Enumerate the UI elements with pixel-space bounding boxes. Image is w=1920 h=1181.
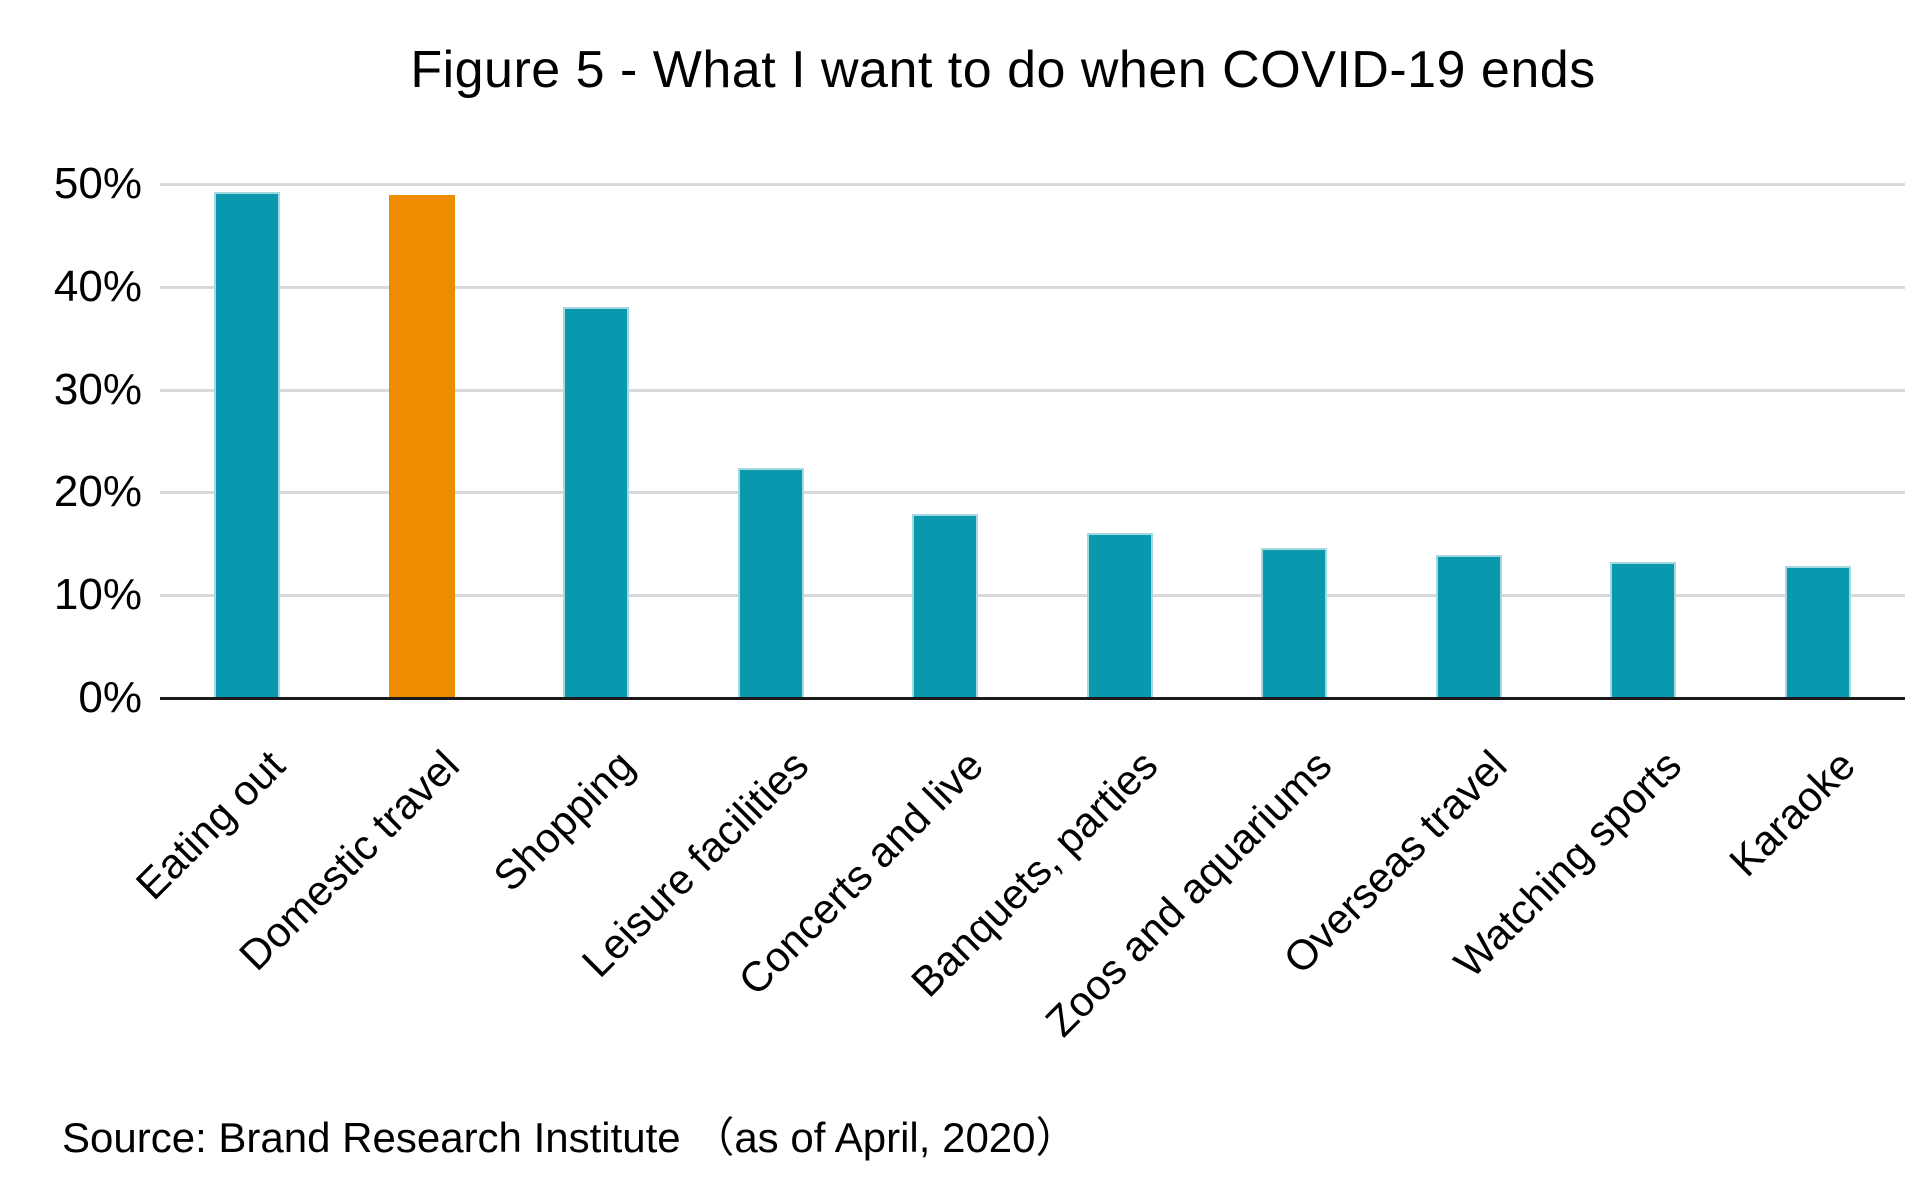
y-tick-label-40: 40% bbox=[53, 261, 142, 311]
bar-overseas-travel bbox=[1435, 555, 1502, 698]
plot-area bbox=[160, 183, 1905, 700]
bar-karaoke bbox=[1784, 566, 1851, 698]
gridline-30 bbox=[160, 388, 1905, 392]
bar-zoos-and-aquariums bbox=[1261, 547, 1328, 698]
y-tick-label-10: 10% bbox=[53, 570, 142, 620]
source-note: Source: Brand Research Institute （as of … bbox=[62, 1114, 1078, 1161]
x-label-shopping: Shopping bbox=[484, 741, 643, 901]
bar-domestic-travel bbox=[388, 195, 455, 698]
y-tick-label-50: 50% bbox=[53, 159, 142, 208]
bar-banquets-parties bbox=[1086, 532, 1153, 698]
bar-watching-sports bbox=[1610, 562, 1677, 698]
x-axis-line bbox=[160, 697, 1905, 700]
x-label-eating-out: Eating out bbox=[126, 741, 294, 909]
gridline-10 bbox=[160, 594, 1905, 598]
x-label-zoos-and-aquariums: Zoos and aquariums bbox=[1036, 741, 1341, 1046]
y-tick-label-0: 0% bbox=[78, 673, 142, 722]
x-label-karaoke: Karaoke bbox=[1720, 741, 1865, 886]
gridline-20 bbox=[160, 491, 1905, 495]
gridline-50 bbox=[160, 183, 1905, 186]
bar-eating-out bbox=[214, 192, 281, 698]
bar-concerts-and-live bbox=[912, 514, 979, 698]
y-tick-label-30: 30% bbox=[53, 364, 142, 414]
chart-title: Figure 5 - What I want to do when COVID-… bbox=[410, 41, 1596, 99]
bar-leisure-facilities bbox=[737, 467, 804, 698]
y-tick-label-20: 20% bbox=[53, 467, 142, 517]
bar-shopping bbox=[563, 307, 630, 698]
gridline-40 bbox=[160, 285, 1905, 289]
